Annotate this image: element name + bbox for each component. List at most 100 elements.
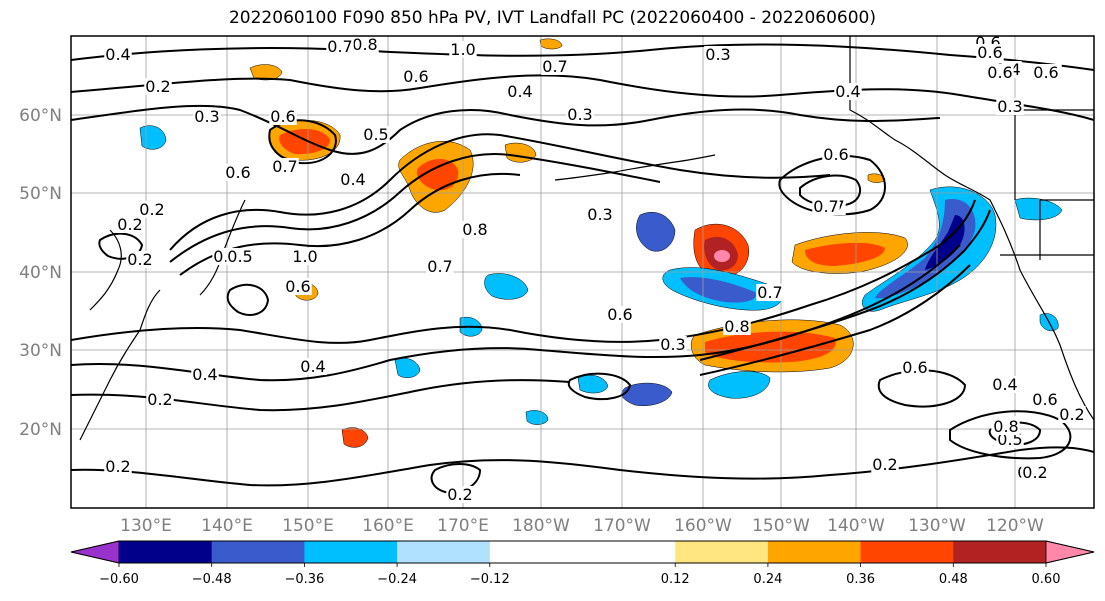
contour-label: 0.3 xyxy=(705,45,730,64)
contour-label: 0.4 xyxy=(300,357,325,376)
positive-anomaly-patch-5 xyxy=(539,38,563,50)
positive-anomaly-165e-core xyxy=(416,158,459,191)
contour-label: 0.6 xyxy=(403,67,428,86)
contour-label-bg xyxy=(284,278,312,295)
contour-label: 1.0 xyxy=(292,247,317,266)
longitude-label: 170°E xyxy=(437,516,489,536)
latitude-label: 40°N xyxy=(19,263,62,283)
contour-label-bg xyxy=(126,251,154,268)
latitude-label: 60°N xyxy=(19,106,62,126)
contour-label: 0.3 xyxy=(194,107,219,126)
negative-anomaly-patch-2 xyxy=(621,382,673,406)
longitude-label: 150°W xyxy=(752,516,810,536)
contour-label-bg xyxy=(586,206,614,223)
contour-label: 0.5 xyxy=(227,247,252,266)
contour-label: 0.6 xyxy=(1032,390,1057,409)
positive-anomaly-patch-3 xyxy=(341,427,369,448)
contour-label-bg xyxy=(326,38,354,55)
contour-label-bg xyxy=(822,146,850,163)
colorbar-tick-label: 0.12 xyxy=(661,572,690,587)
latitude-labels: 60°N 50°N 40°N 30°N 20°N xyxy=(19,106,62,440)
contour-label: 0.2 xyxy=(105,457,130,476)
colorbar-segment xyxy=(767,541,862,563)
contour-label-bg xyxy=(138,201,166,218)
longitude-label: 140°W xyxy=(827,516,885,536)
negative-anomaly-core xyxy=(875,199,976,299)
colorbar-segment xyxy=(489,541,583,563)
contour-label-bg xyxy=(299,358,327,375)
chart-title: 2022060100 F090 850 hPa PV, IVT Landfall… xyxy=(228,8,876,28)
contour-label-bg xyxy=(506,83,534,100)
contour-label: 0.6 xyxy=(823,145,848,164)
contour-label-bg xyxy=(1021,464,1049,481)
negative-anomaly-patch-1 xyxy=(636,212,676,252)
contour-label-bg xyxy=(723,318,751,335)
colorbar-tick-label: 0.60 xyxy=(1032,572,1061,587)
colorbar-segment xyxy=(675,541,769,563)
negative-anomaly-central-core xyxy=(680,277,756,303)
contour-label: 0.2 xyxy=(447,485,472,504)
contour-label-bg xyxy=(992,418,1020,435)
colorbar-segment xyxy=(860,541,954,563)
colorbar-tick-label: 0.36 xyxy=(846,572,875,587)
contour-label-bg xyxy=(193,108,221,125)
longitude-label: 130°E xyxy=(120,516,172,536)
contour-label-bg xyxy=(704,46,732,63)
contour-label-bg xyxy=(224,164,252,181)
negative-anomaly-patch-10 xyxy=(525,410,549,425)
contour-label: 0.2 xyxy=(1022,463,1047,482)
contour-label: 0.3 xyxy=(660,335,685,354)
contour-label-bg xyxy=(116,216,144,233)
contour-label: 0.2 xyxy=(145,77,170,96)
colorbar-tick-label: −0.48 xyxy=(192,572,232,587)
contour-label-bg xyxy=(1031,391,1059,408)
negative-anomaly-patch-6 xyxy=(1014,197,1063,221)
contour-label: 0.6 xyxy=(607,305,632,324)
longitude-label: 160°E xyxy=(362,516,414,536)
contour-label: 0.2 xyxy=(1059,405,1084,424)
contour-label: 0.6 xyxy=(285,277,310,296)
positive-anomaly-subtropical-core xyxy=(705,331,836,363)
contour-label-bg xyxy=(226,248,254,265)
negative-anomaly-patch-9 xyxy=(577,375,609,394)
contour-label-bg xyxy=(541,58,569,75)
contour-label: 0.7 xyxy=(427,257,452,276)
contour-label: 0.4 xyxy=(835,82,860,101)
contour-label-bg xyxy=(362,126,390,143)
contour-label-bg xyxy=(449,41,477,58)
longitude-labels: 130°E 140°E 150°E 160°E 170°E 180°W 170°W 160°W… xyxy=(120,516,1044,536)
contour-label-bg xyxy=(271,158,299,175)
contour-label-bg xyxy=(402,68,430,85)
contour-label: 0.3 xyxy=(997,97,1022,116)
latitude-label: 30°N xyxy=(19,341,62,361)
contour-label-bg xyxy=(871,456,899,473)
contour-label: 0.7 xyxy=(272,157,297,176)
contour-label: 0.6 xyxy=(977,43,1002,62)
colorbar-tick-labels: −0.60 −0.48 −0.36 −0.24 −0.12 0.12 0.24 0.36 0.4… xyxy=(99,563,1060,587)
colorbar-tick-label: −0.60 xyxy=(99,572,139,587)
contour-label-bg xyxy=(566,106,594,123)
contour-label: 0.5 xyxy=(363,125,388,144)
colorbar-extend-min xyxy=(70,540,120,564)
contour-label-bg xyxy=(426,258,454,275)
colorbar xyxy=(70,540,1095,564)
contour-label-bg xyxy=(996,98,1024,115)
contour-label: 0.4 xyxy=(992,375,1017,394)
longitude-label: 170°W xyxy=(593,516,651,536)
contour-label-bg xyxy=(834,83,862,100)
colorbar-extend-max xyxy=(1045,540,1095,564)
contour-label-bg xyxy=(812,198,840,215)
contour-label-bg xyxy=(291,248,319,265)
colorbar-tick-label: −0.24 xyxy=(377,572,417,587)
contour-label: 0.2 xyxy=(147,390,172,409)
contour-label-bg xyxy=(104,46,132,63)
longitude-label: 140°E xyxy=(201,516,253,536)
colorbar-segment xyxy=(119,541,213,563)
contour-label-bg xyxy=(756,284,784,301)
contour-label: 0.7 xyxy=(327,37,352,56)
colorbar-segment xyxy=(953,541,1047,563)
contour-label-bg xyxy=(606,306,634,323)
contour-label: 0.2 xyxy=(139,200,164,219)
contour-label: 0.2 xyxy=(872,455,897,474)
contour-label: 0.7 xyxy=(542,57,567,76)
